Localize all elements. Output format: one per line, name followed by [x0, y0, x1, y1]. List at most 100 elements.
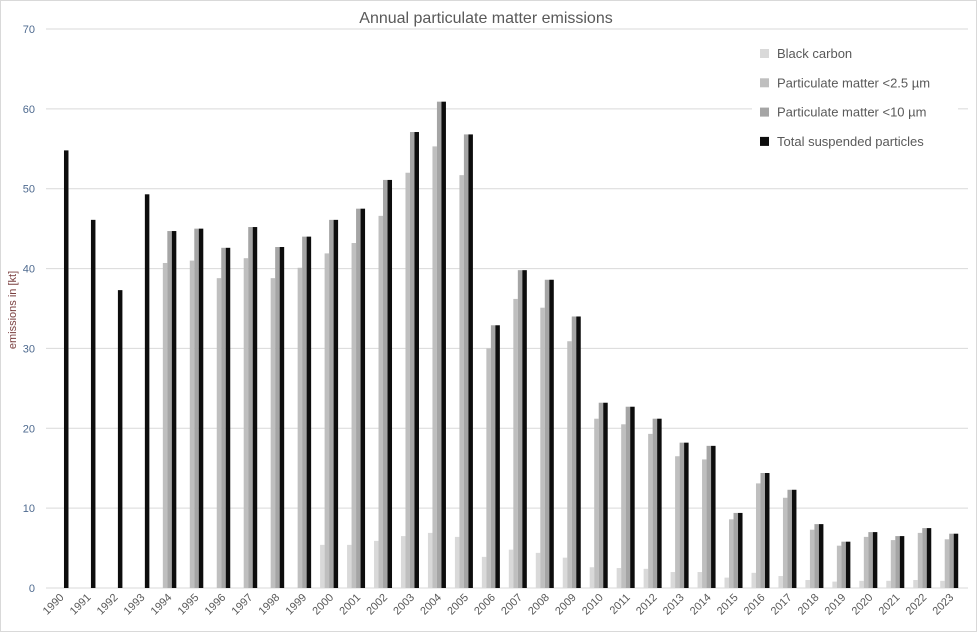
- bar-2014-series-1: [702, 459, 707, 588]
- x-tick-label: 1990: [41, 592, 67, 618]
- bar-2017-series-0: [778, 576, 783, 588]
- x-tick-label: 2008: [526, 592, 552, 618]
- y-tick-label: 20: [23, 423, 35, 435]
- bar-2003-series-3: [414, 132, 419, 588]
- bar-2022-series-0: [913, 580, 918, 588]
- bar-2000-series-2: [329, 219, 334, 588]
- bar-1991-series-3: [90, 219, 96, 588]
- bar-1995-series-2: [194, 228, 199, 588]
- bar-2001-series-3: [360, 208, 366, 588]
- bar-2020-series-1: [863, 536, 869, 588]
- bar-1997-series-1: [243, 258, 249, 588]
- bar-2017-series-3: [791, 489, 797, 588]
- x-tick-label: 2002: [364, 592, 390, 618]
- bar-2010-series-2: [598, 402, 604, 588]
- x-tick-label: 1993: [122, 592, 148, 618]
- x-tick-label: 2010: [580, 592, 606, 618]
- bar-2019-series-3: [845, 541, 851, 588]
- bar-2009-series-3: [576, 316, 581, 588]
- y-tick-label: 50: [23, 184, 35, 196]
- bar-2010-series-1: [594, 418, 599, 588]
- x-tick-label: 2005: [445, 592, 471, 618]
- x-tick-label: 2014: [688, 592, 714, 618]
- bar-2004-series-2: [436, 101, 442, 589]
- bar-2002-series-3: [387, 179, 393, 588]
- bar-1998-series-2: [275, 247, 280, 588]
- x-tick-label: 2007: [499, 592, 525, 618]
- bar-2014-series-3: [711, 445, 716, 588]
- bar-2018-series-0: [805, 580, 810, 588]
- x-tick-label: 2000: [310, 592, 336, 618]
- legend-label: Total suspended particles: [777, 134, 924, 149]
- bar-2002-series-1: [378, 215, 384, 588]
- bar-1990-series-3: [63, 150, 69, 588]
- bar-2012-series-3: [657, 418, 662, 588]
- bar-1995-series-3: [198, 228, 204, 588]
- y-tick-label: 40: [23, 264, 35, 276]
- bar-2003-series-1: [405, 172, 410, 588]
- x-tick-label: 2003: [391, 592, 417, 618]
- bar-2023-series-0: [940, 580, 945, 588]
- x-tick-label: 2013: [661, 592, 687, 618]
- bar-2010-series-3: [603, 402, 608, 588]
- bar-2007-series-0: [508, 549, 514, 588]
- bar-2013-series-2: [679, 442, 685, 588]
- x-tick-label: 2012: [634, 592, 660, 618]
- bar-2023-series-1: [944, 539, 950, 588]
- y-tick-label: 10: [23, 503, 35, 515]
- x-tick-label: 2004: [418, 592, 444, 618]
- bar-2016-series-2: [760, 473, 765, 588]
- x-tick-label: 1994: [149, 592, 175, 618]
- bar-1997-series-3: [252, 227, 258, 588]
- bar-1996-series-2: [221, 247, 226, 588]
- bar-2014-series-0: [697, 572, 703, 588]
- bar-2009-series-1: [567, 341, 572, 588]
- x-tick-label: 2021: [877, 592, 903, 618]
- bar-2016-series-1: [755, 483, 761, 588]
- x-tick-label: 2006: [472, 592, 498, 618]
- bar-2009-series-2: [571, 316, 577, 588]
- x-tick-label: 2011: [608, 592, 633, 617]
- bar-2003-series-0: [400, 536, 406, 588]
- legend-swatch: [760, 78, 769, 88]
- bar-2017-series-1: [782, 497, 788, 588]
- x-tick-label: 1996: [203, 592, 229, 618]
- bar-2000-series-3: [333, 219, 339, 588]
- bar-2012-series-0: [643, 568, 649, 588]
- bar-2005-series-1: [459, 175, 464, 589]
- bar-2001-series-0: [347, 544, 352, 588]
- bar-2002-series-2: [383, 179, 388, 588]
- chart-title: Annual particulate matter emissions: [359, 10, 612, 27]
- bar-2013-series-1: [675, 456, 680, 588]
- bar-2006-series-2: [490, 325, 496, 588]
- bar-2019-series-0: [832, 581, 837, 588]
- bar-2019-series-2: [841, 541, 846, 588]
- bar-2019-series-1: [836, 545, 842, 588]
- x-tick-label: 2023: [931, 592, 957, 618]
- x-tick-label: 1999: [283, 592, 309, 618]
- x-tick-label: 2020: [850, 592, 876, 618]
- bar-1994-series-3: [171, 231, 177, 588]
- x-tick-label: 1998: [256, 592, 282, 618]
- bar-1993-series-3: [144, 194, 150, 588]
- bar-1997-series-2: [248, 227, 253, 588]
- bar-2014-series-2: [706, 445, 712, 588]
- bar-1995-series-1: [189, 260, 195, 588]
- bar-2023-series-3: [953, 533, 959, 588]
- legend-label: Particulate matter <2.5 µm: [777, 75, 930, 90]
- bar-2004-series-3: [441, 101, 446, 589]
- legend-swatch: [760, 49, 769, 58]
- bar-1994-series-1: [162, 262, 168, 588]
- bar-2000-series-1: [324, 253, 330, 589]
- bar-2005-series-2: [463, 134, 469, 588]
- bar-2011-series-1: [621, 424, 626, 588]
- bar-2013-series-3: [684, 442, 689, 588]
- bar-2007-series-1: [513, 298, 518, 588]
- x-tick-label: 2016: [742, 592, 768, 618]
- bar-2020-series-3: [872, 532, 878, 588]
- bar-2017-series-2: [787, 489, 792, 588]
- bar-2006-series-3: [495, 325, 500, 588]
- bar-2011-series-0: [616, 568, 622, 588]
- bar-2018-series-2: [814, 524, 819, 588]
